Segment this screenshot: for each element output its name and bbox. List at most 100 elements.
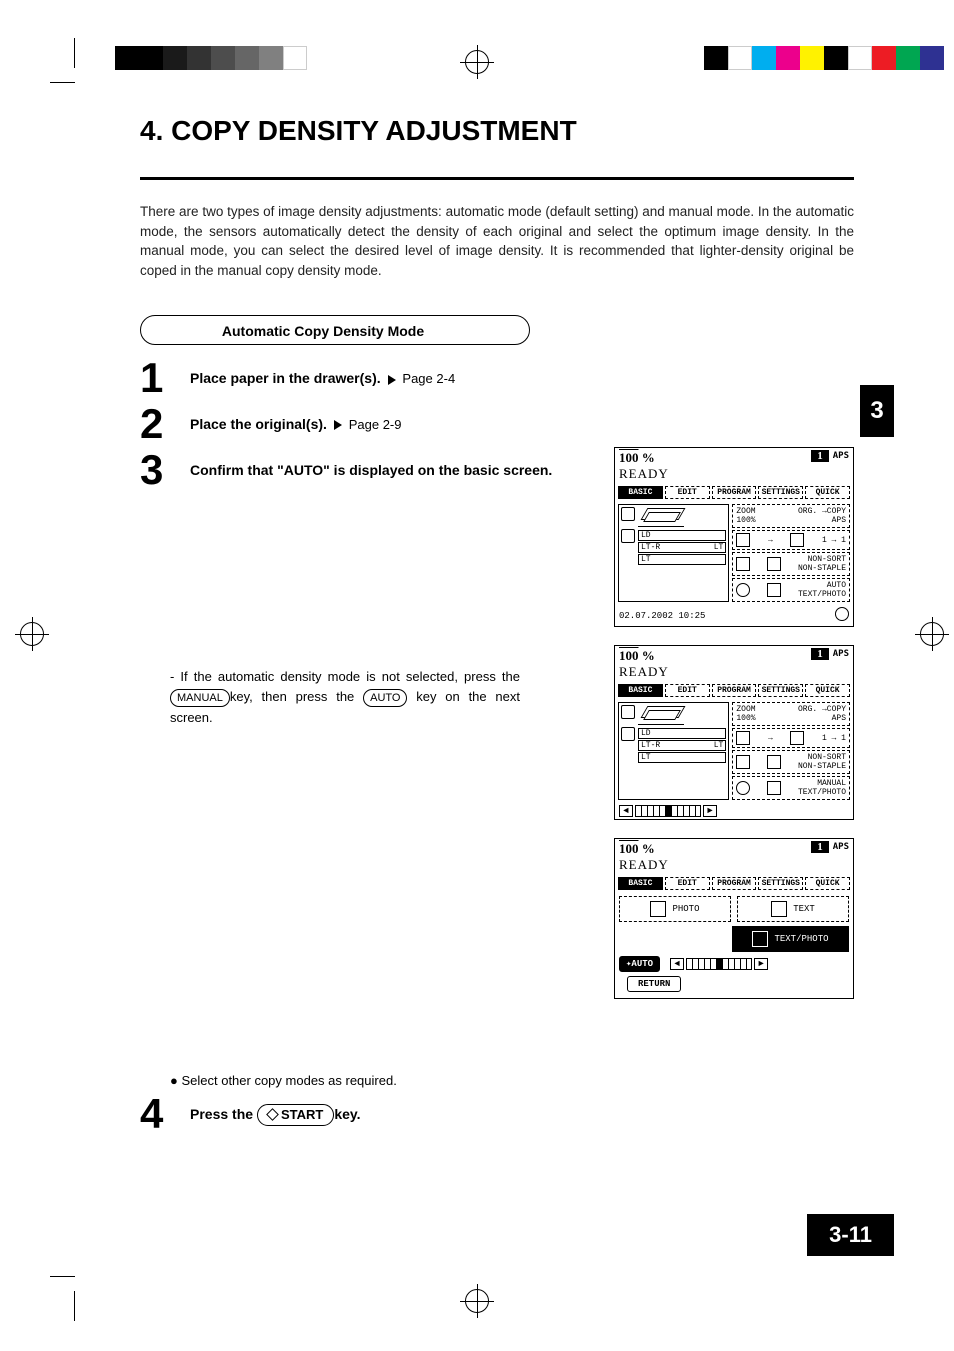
registration-mark-right — [920, 622, 944, 646]
duplex-row[interactable]: →1 → 1 — [732, 728, 850, 748]
diamond-icon — [266, 1108, 279, 1121]
percent-label: % — [642, 841, 655, 856]
step-4: 4 Press the STARTkey. — [140, 1096, 854, 1132]
tab-quick[interactable]: QUICK — [805, 684, 850, 697]
staple-icon — [767, 755, 781, 769]
datetime-label: 02.07.2002 10:25 — [619, 611, 705, 621]
start-key-label: START — [281, 1107, 323, 1122]
start-key: START — [257, 1104, 334, 1126]
page-icon — [790, 533, 804, 547]
tab-program[interactable]: PROGRAM — [712, 684, 757, 697]
tray-icon — [621, 727, 635, 741]
title-rule — [140, 177, 854, 180]
tab-edit[interactable]: EDIT — [665, 684, 710, 697]
note-text: - If the automatic density mode is not s… — [170, 669, 520, 684]
tab-program[interactable]: PROGRAM — [712, 486, 757, 499]
tab-settings[interactable]: SETTINGS — [758, 684, 803, 697]
zoom-value: 100 — [619, 841, 639, 856]
sort-icon — [736, 557, 750, 571]
step-text: Place the original(s). — [190, 416, 327, 432]
darker-button[interactable]: ► — [754, 958, 768, 970]
text-icon — [771, 901, 787, 917]
auto-button[interactable]: ✦AUTO — [619, 956, 660, 972]
tab-program[interactable]: PROGRAM — [712, 877, 757, 890]
copier-icon — [638, 507, 684, 527]
zoom-value: 100 — [619, 648, 639, 663]
tab-quick[interactable]: QUICK — [805, 486, 850, 499]
note-text: key, then press the — [230, 689, 354, 704]
copies-count: 1 — [811, 648, 829, 660]
sort-icon — [736, 755, 750, 769]
percent-label: % — [642, 450, 655, 465]
drawer-ltr[interactable]: LT-RLT — [638, 740, 726, 751]
mode-heading-pill: Automatic Copy Density Mode — [140, 315, 530, 345]
ready-label: READY — [615, 857, 853, 875]
tray-icon — [621, 705, 635, 719]
tab-edit[interactable]: EDIT — [665, 486, 710, 499]
page-reference: Page 2-4 — [402, 371, 455, 386]
tab-settings[interactable]: SETTINGS — [758, 877, 803, 890]
mode-icon — [767, 583, 781, 597]
lighter-button[interactable]: ◄ — [670, 958, 684, 970]
density-scale — [635, 805, 701, 817]
page-icon — [736, 731, 750, 745]
screen-basic-manual: 100 % 1APS READY BASIC EDIT PROGRAM SETT… — [614, 645, 854, 820]
step-3-note: - If the automatic density mode is not s… — [170, 667, 520, 727]
drawer-ltr[interactable]: LT-RLT — [638, 542, 726, 553]
zoom-value: 100 — [619, 450, 639, 465]
color-bar — [704, 46, 944, 70]
step-number: 1 — [140, 360, 180, 396]
drawer-panel: LD LT-RLT LT — [618, 702, 729, 800]
intro-paragraph: There are two types of image density adj… — [140, 202, 854, 280]
zoom-row[interactable]: ZOOM100%ORG. →COPYAPS — [732, 504, 850, 528]
mode-icon — [767, 781, 781, 795]
staple-icon — [767, 557, 781, 571]
copies-count: 1 — [811, 841, 829, 853]
tray-icon — [621, 529, 635, 543]
drawer-lt[interactable]: LT — [638, 554, 726, 565]
tab-row: BASIC EDIT PROGRAM SETTINGS QUICK — [615, 484, 853, 501]
tab-settings[interactable]: SETTINGS — [758, 486, 803, 499]
tab-basic[interactable]: BASIC — [618, 877, 663, 890]
finish-row[interactable]: NON-SORT NON-STAPLE — [732, 750, 850, 774]
density-row[interactable]: MANUALTEXT/PHOTO — [732, 776, 850, 800]
section-title: 4. COPY DENSITY ADJUSTMENT — [140, 115, 854, 147]
page-content: 4. COPY DENSITY ADJUSTMENT There are two… — [90, 85, 894, 1266]
drawer-ld[interactable]: LD — [638, 530, 726, 541]
auto-key: AUTO — [363, 689, 407, 707]
finish-row[interactable]: NON-SORT NON-STAPLE — [732, 552, 850, 576]
photo-icon — [650, 901, 666, 917]
density-icon — [736, 583, 750, 597]
lighter-button[interactable]: ◄ — [619, 805, 633, 817]
ready-label: READY — [615, 466, 853, 484]
aps-label: APS — [833, 649, 849, 659]
drawer-panel: LD LT-RLT LT — [618, 504, 729, 602]
step-text: Confirm that "AUTO" is displayed on the … — [190, 462, 552, 478]
drawer-ld[interactable]: LD — [638, 728, 726, 739]
registration-mark-left — [20, 622, 44, 646]
photo-mode-button[interactable]: PHOTO — [619, 896, 731, 922]
tab-edit[interactable]: EDIT — [665, 877, 710, 890]
lcd-screenshots: 100 % 1 APS READY BASIC EDIT PROGRAM SETT… — [614, 447, 854, 1017]
density-row[interactable]: AUTOTEXT/PHOTO — [732, 578, 850, 602]
duplex-row[interactable]: →1 → 1 — [732, 530, 850, 550]
textphoto-mode-button[interactable]: TEXT/PHOTO — [732, 926, 849, 952]
tab-basic[interactable]: BASIC — [618, 486, 663, 499]
crop-mark-top-left — [15, 38, 75, 83]
tab-basic[interactable]: BASIC — [618, 684, 663, 697]
page-reference: Page 2-9 — [349, 417, 402, 432]
drawer-lt[interactable]: LT — [638, 752, 726, 763]
tab-quick[interactable]: QUICK — [805, 877, 850, 890]
select-modes-note: Select other copy modes as required. — [170, 1073, 854, 1088]
grayscale-bar — [115, 46, 307, 70]
ready-label: READY — [615, 664, 853, 682]
darker-button[interactable]: ► — [703, 805, 717, 817]
text-mode-button[interactable]: TEXT — [737, 896, 849, 922]
return-button[interactable]: RETURN — [627, 976, 681, 992]
registration-mark-bottom — [465, 1289, 489, 1313]
density-slider-bar: ◄ ► — [615, 803, 853, 819]
step-2: 2 Place the original(s). Page 2-9 — [140, 406, 854, 442]
zoom-row[interactable]: ZOOM100%ORG. →COPYAPS — [732, 702, 850, 726]
density-scale — [686, 958, 752, 970]
screen-density-select: 100 % 1APS READY BASIC EDIT PROGRAM SETT… — [614, 838, 854, 999]
